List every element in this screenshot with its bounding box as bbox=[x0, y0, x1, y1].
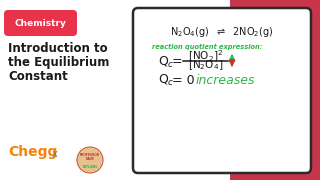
Text: [NO$_2$]$^2$: [NO$_2$]$^2$ bbox=[188, 48, 223, 64]
Text: Chegg: Chegg bbox=[8, 145, 57, 159]
Text: Chemistry: Chemistry bbox=[14, 19, 66, 28]
Text: Introduction to: Introduction to bbox=[8, 42, 108, 55]
Text: x: x bbox=[52, 149, 58, 159]
Circle shape bbox=[77, 147, 103, 173]
Text: =: = bbox=[172, 55, 183, 69]
Text: [N$_2$O$_4$]: [N$_2$O$_4$] bbox=[188, 58, 223, 72]
Text: = 0: = 0 bbox=[172, 73, 195, 87]
Text: the Equilibrium: the Equilibrium bbox=[8, 56, 109, 69]
Text: Q$_c$: Q$_c$ bbox=[158, 54, 175, 69]
FancyBboxPatch shape bbox=[4, 10, 77, 36]
Text: Constant: Constant bbox=[8, 70, 68, 83]
Text: reaction quotient expression:: reaction quotient expression: bbox=[152, 44, 262, 50]
Text: PROFESSOR
DAVE: PROFESSOR DAVE bbox=[80, 153, 100, 161]
Text: N$_2$O$_4$(g)  $\rightleftharpoons$  2NO$_2$(g): N$_2$O$_4$(g) $\rightleftharpoons$ 2NO$_… bbox=[170, 25, 274, 39]
FancyBboxPatch shape bbox=[133, 8, 311, 173]
Text: increases: increases bbox=[196, 73, 255, 87]
Circle shape bbox=[303, 90, 307, 94]
Bar bbox=[230, 0, 320, 180]
Text: Q$_c$: Q$_c$ bbox=[158, 72, 175, 87]
Text: EXPLAINS: EXPLAINS bbox=[83, 165, 98, 169]
